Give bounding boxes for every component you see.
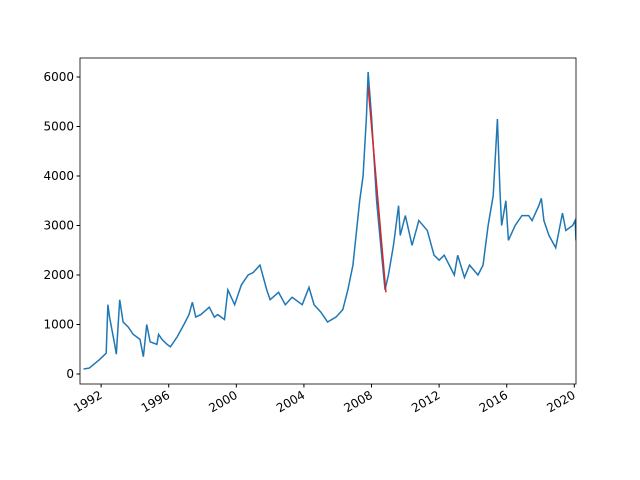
series-line bbox=[367, 86, 387, 293]
y-tick-label: 5000 bbox=[43, 120, 74, 134]
plot-frame bbox=[79, 57, 577, 385]
series-line bbox=[83, 72, 576, 370]
y-tick-label: 0 bbox=[66, 367, 74, 381]
y-tick-label: 1000 bbox=[43, 318, 74, 332]
y-tick-label: 3000 bbox=[43, 219, 74, 233]
y-tick-label: 4000 bbox=[43, 169, 74, 183]
y-tick-label: 2000 bbox=[43, 268, 74, 282]
y-tick-label: 6000 bbox=[43, 70, 74, 84]
